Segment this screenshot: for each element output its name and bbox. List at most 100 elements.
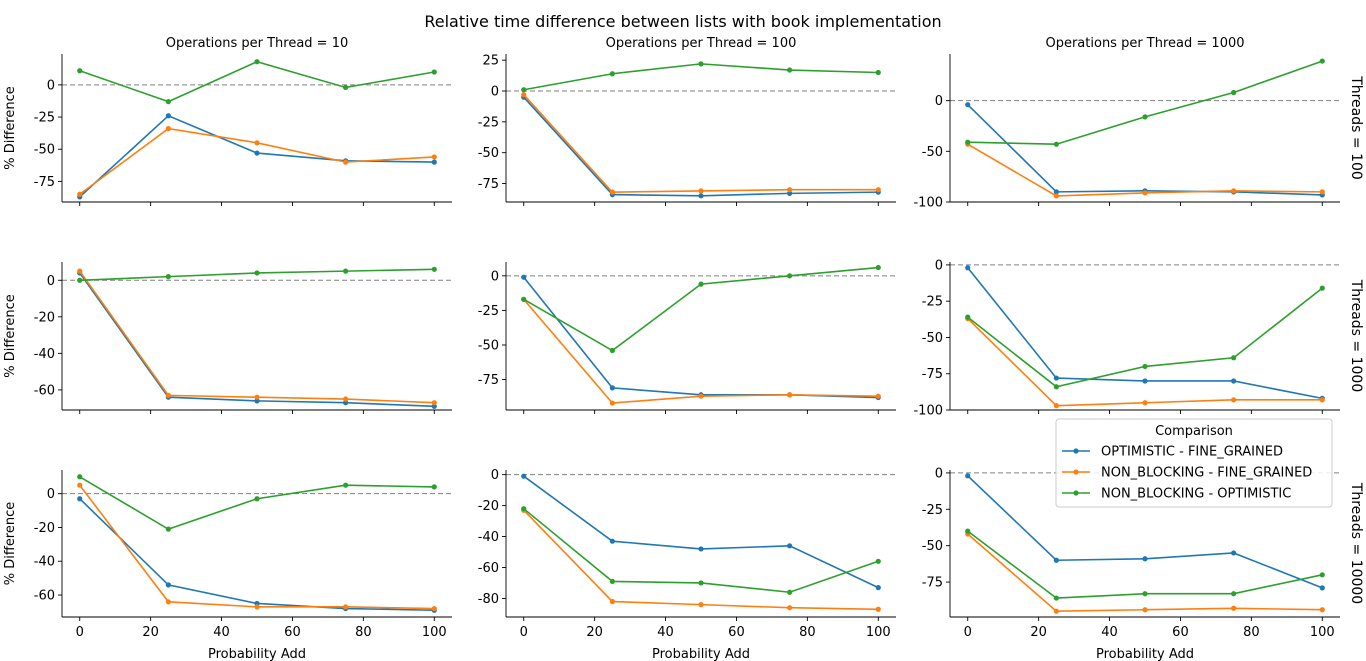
data-point	[431, 605, 437, 612]
data-point	[698, 193, 704, 199]
data-point	[1053, 608, 1059, 614]
y-tick-label: 25	[482, 54, 499, 69]
column-title: Operations per Thread = 100	[606, 36, 797, 51]
y-tick-label: -80	[478, 592, 499, 607]
panel: -100 -75 -50 -25 0 Threads = 1000	[913, 258, 1364, 418]
data-point	[1319, 58, 1325, 64]
y-tick-label: -25	[922, 503, 943, 518]
data-point	[1319, 189, 1325, 195]
y-axis-label: % Difference	[3, 502, 18, 586]
column-title: Operations per Thread = 1000	[1045, 36, 1244, 51]
data-point	[77, 191, 83, 197]
x-axis-label: Probability Add	[1096, 647, 1194, 661]
y-tick-label: -50	[922, 145, 943, 160]
data-point	[609, 189, 615, 195]
data-point	[609, 385, 615, 391]
y-tick-label: -25	[34, 111, 55, 126]
data-point	[1053, 557, 1059, 563]
data-point	[1053, 403, 1059, 409]
x-tick-label: 60	[1172, 625, 1189, 640]
data-point	[1053, 384, 1059, 390]
legend-swatch-marker	[1073, 490, 1079, 496]
data-point	[1319, 397, 1325, 403]
series-line	[523, 475, 879, 589]
series-line	[79, 270, 435, 404]
y-axis-label: % Difference	[3, 294, 18, 378]
data-point	[698, 281, 704, 287]
data-point	[343, 400, 349, 406]
data-point	[1231, 550, 1237, 556]
legend-label: OPTIMISTIC - FINE_GRAINED	[1101, 445, 1283, 460]
y-tick-label: -100	[913, 404, 943, 419]
data-point	[343, 396, 349, 402]
y-axis-label: % Difference	[3, 86, 18, 170]
data-point	[965, 528, 971, 534]
data-point	[1231, 89, 1237, 96]
y-tick-label: -20	[34, 521, 55, 536]
data-point	[254, 270, 260, 276]
x-tick-label: 80	[799, 625, 816, 640]
panel: -75 -50 -25 0	[478, 262, 896, 414]
data-point	[1053, 193, 1059, 199]
legend-title: Comparison	[1155, 424, 1233, 439]
data-point	[431, 400, 437, 406]
y-tick-label: -100	[913, 196, 943, 211]
data-point	[254, 496, 260, 502]
series-line	[967, 533, 1323, 612]
panels: -75 -50 -25 0 Operations per Thread = 10 % Di…	[3, 36, 1364, 661]
panel: -100 -50 0 Operations per Thread = 1000 Thre…	[913, 36, 1364, 211]
data-point	[965, 102, 971, 108]
series-line	[79, 476, 435, 531]
series-line	[523, 509, 879, 611]
series-line	[967, 530, 1323, 599]
data-point	[1231, 605, 1237, 611]
data-point	[431, 266, 437, 272]
series-line	[967, 318, 1323, 407]
x-tick-label: 80	[1243, 625, 1260, 640]
legend-swatch-marker	[1073, 469, 1079, 475]
data-point	[77, 496, 83, 502]
data-point	[431, 159, 437, 165]
data-point	[1231, 397, 1237, 403]
y-tick-label: 0	[935, 466, 943, 481]
data-point	[609, 598, 615, 605]
panel: -75 -50 -25 0 Operations per Thread = 10 % Di…	[3, 36, 452, 206]
data-point	[965, 473, 971, 479]
x-tick-label: 80	[355, 625, 372, 640]
data-point	[254, 140, 260, 146]
data-point	[1053, 595, 1059, 601]
data-point	[431, 154, 437, 160]
data-point	[1231, 591, 1237, 597]
x-tick-label: 0	[520, 625, 528, 640]
data-point	[787, 392, 793, 398]
data-point	[1053, 375, 1059, 381]
x-axis-label: Probability Add	[208, 647, 306, 661]
data-point	[1053, 141, 1059, 147]
data-point	[1142, 378, 1148, 384]
y-tick-label: -20	[478, 499, 499, 514]
data-point	[521, 274, 527, 280]
legend-box	[1055, 418, 1333, 508]
y-tick-label: -40	[34, 555, 55, 570]
series-line	[523, 266, 879, 352]
data-point	[343, 84, 349, 91]
series-line	[79, 272, 435, 408]
data-point	[521, 87, 527, 93]
panel: -60 -40 -20 0 % Difference	[3, 262, 452, 414]
panel: -75 -50 -25 0 25 Operations per Thread = 100	[478, 36, 896, 206]
data-point	[875, 69, 881, 76]
y-tick-label: -50	[922, 331, 943, 346]
x-tick-label: 60	[284, 625, 301, 640]
data-point	[77, 474, 83, 480]
row-title: Threads = 1000	[1348, 279, 1364, 393]
series-line	[79, 114, 435, 198]
data-point	[165, 582, 171, 588]
data-point	[609, 347, 615, 354]
y-tick-label: -50	[34, 143, 55, 158]
data-point	[254, 59, 260, 65]
x-tick-label: 40	[1101, 625, 1118, 640]
data-point	[521, 296, 527, 302]
data-point	[965, 265, 971, 271]
data-point	[165, 526, 171, 532]
figure-title: Relative time difference between lists w…	[424, 12, 941, 31]
